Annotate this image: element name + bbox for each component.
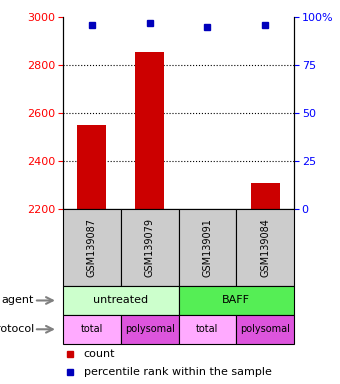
Bar xyxy=(236,315,294,344)
Text: percentile rank within the sample: percentile rank within the sample xyxy=(84,367,272,377)
Bar xyxy=(121,315,178,344)
Bar xyxy=(63,315,121,344)
Bar xyxy=(251,183,279,209)
Text: GSM139084: GSM139084 xyxy=(260,218,270,277)
Text: GSM139079: GSM139079 xyxy=(144,218,155,277)
Bar xyxy=(193,209,222,213)
Bar xyxy=(63,209,121,286)
Text: GSM139091: GSM139091 xyxy=(202,218,212,277)
Text: count: count xyxy=(84,349,115,359)
Text: total: total xyxy=(196,324,219,334)
Text: total: total xyxy=(81,324,103,334)
Bar xyxy=(63,286,178,315)
Text: agent: agent xyxy=(2,295,34,306)
Bar xyxy=(77,125,106,209)
Bar xyxy=(178,209,236,286)
Text: polysomal: polysomal xyxy=(240,324,290,334)
Text: polysomal: polysomal xyxy=(125,324,174,334)
Bar xyxy=(121,209,178,286)
Text: untreated: untreated xyxy=(93,295,148,306)
Bar xyxy=(178,286,294,315)
Bar xyxy=(178,315,236,344)
Bar xyxy=(236,209,294,286)
Text: BAFF: BAFF xyxy=(222,295,250,306)
Text: GSM139087: GSM139087 xyxy=(87,218,97,277)
Text: protocol: protocol xyxy=(0,324,34,334)
Bar xyxy=(135,52,164,209)
